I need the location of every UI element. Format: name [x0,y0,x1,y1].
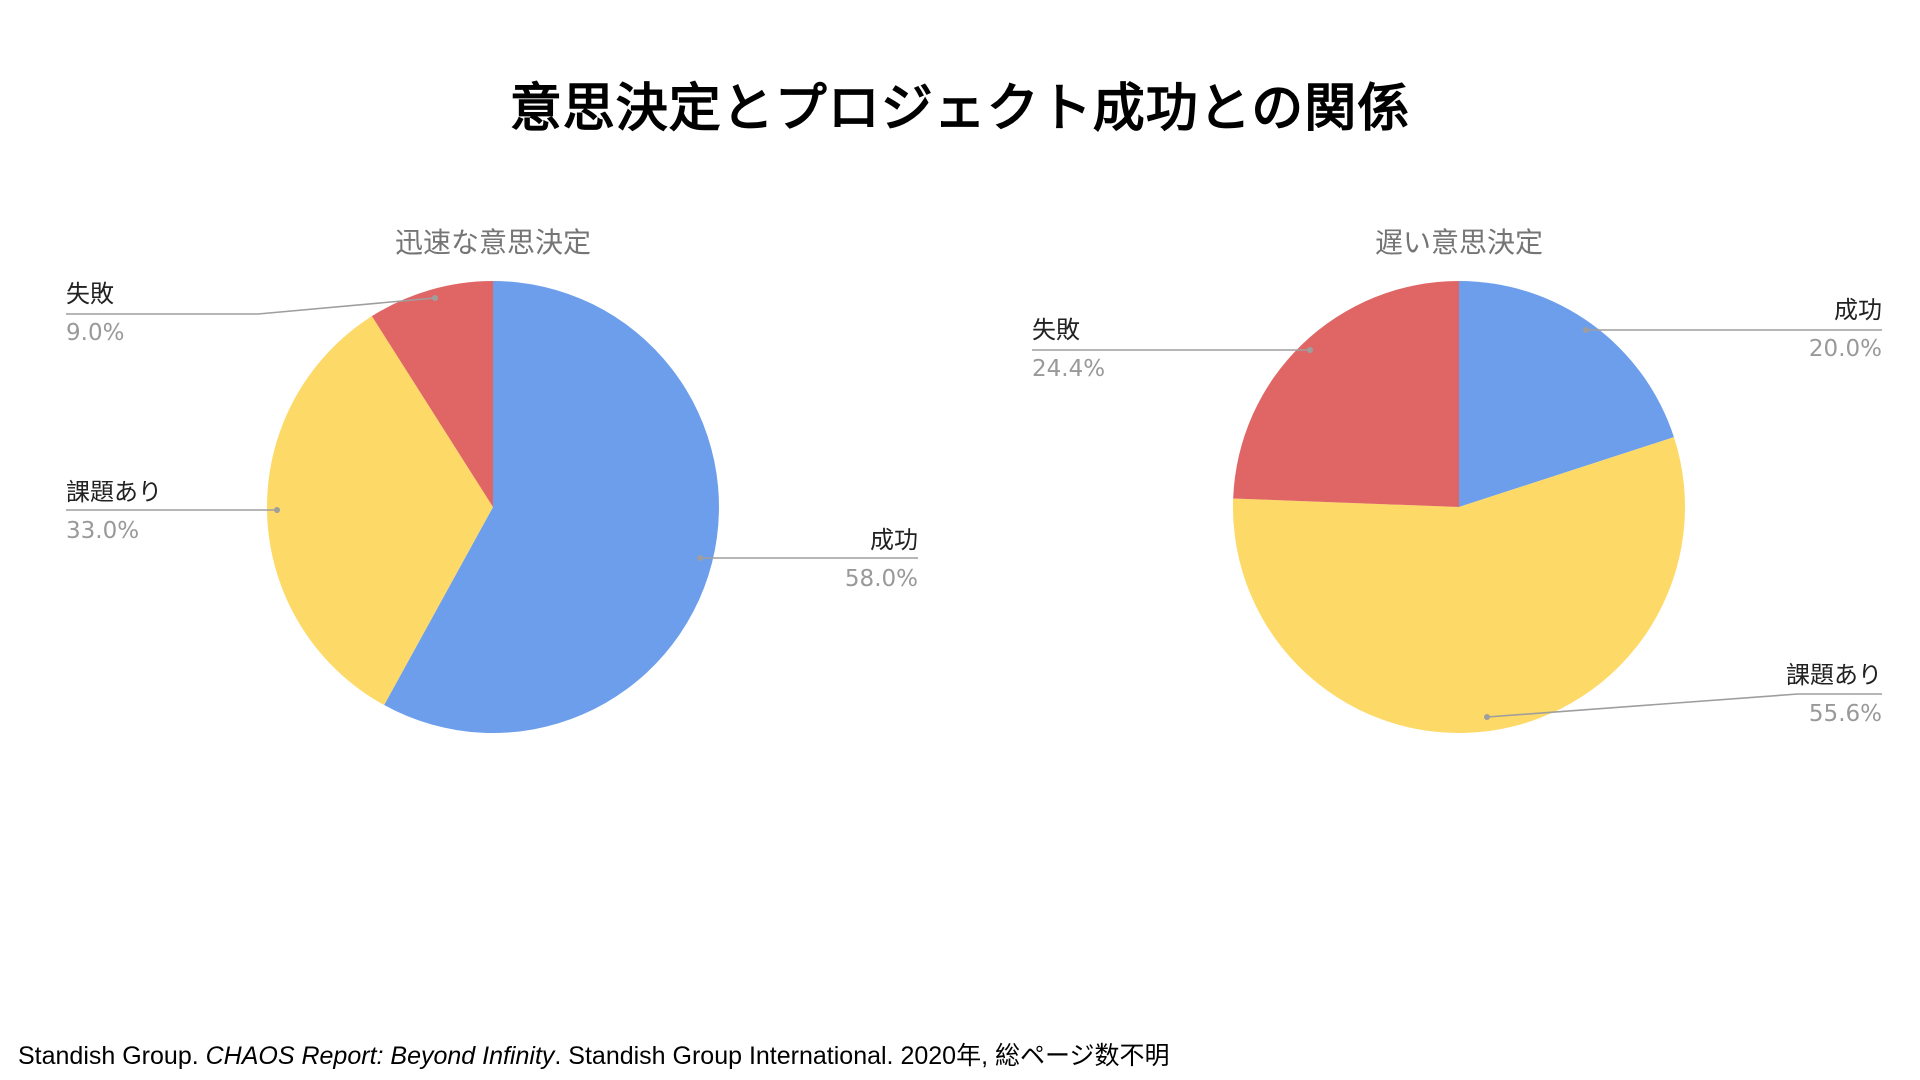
pie-chart-slow-decision: 遅い意思決定 成功 20.0% 課題あり 55.6% 失敗 24.4% [1032,226,1882,733]
chart1-slice-0-leader-dot [1583,327,1589,333]
chart1-slice-2 [1233,281,1459,507]
chart0-slice-2-leader-dot [432,295,438,301]
chart1-slice-0 [1459,281,1674,507]
chart0-slice-1-leader-dot [274,507,280,513]
pie-chart-fast-decision: 迅速な意思決定 成功 58.0% 課題あり 33.0% 失敗 9.0% [66,226,918,733]
chart1-slice-1 [1232,437,1685,733]
chart1-slice-1-label: 課題あり [1786,661,1882,689]
chart1-slice-1-value: 55.6% [1809,701,1882,727]
chart0-slice-2 [371,281,493,507]
chart1-slice-0-value: 20.0% [1809,336,1882,362]
citation: Standish Group. CHAOS Report: Beyond Inf… [18,1036,1169,1072]
chart1-slice-1-leader-line [1486,693,1882,718]
citation-publisher-year: . Standish Group International. 2020年, 総… [554,1042,1170,1070]
chart1-slice-1-leader-dot [1484,714,1490,720]
chart0-slice-2-leader-line [66,297,436,315]
citation-separator: . [191,1042,206,1070]
chart0-slice-0 [384,281,719,733]
chart-title-fast-decision: 迅速な意思決定 [395,226,591,259]
chart0-slice-0-leader-dot [697,555,703,561]
chart1-slice-2-leader-dot [1307,347,1313,353]
citation-author: Standish Group [18,1042,192,1070]
chart0-slice-0-label: 成功 [870,526,918,554]
chart1-slice-0-label: 成功 [1834,296,1882,324]
chart1-slice-2-label: 失敗 [1032,316,1080,344]
chart-title-slow-decision: 遅い意思決定 [1375,226,1543,259]
chart0-slice-1-value: 33.0% [66,518,139,544]
chart0-slice-1 [266,316,493,706]
chart1-slice-2-value: 24.4% [1032,356,1105,382]
chart0-slice-2-label: 失敗 [66,280,114,308]
chart0-slice-0-value: 58.0% [845,566,918,592]
citation-work-title: CHAOS Report: Beyond Infinity [205,1042,555,1070]
page-title: 意思決定とプロジェクト成功との関係 [509,79,1411,139]
chart0-slice-1-label: 課題あり [66,478,162,506]
chart0-slice-2-value: 9.0% [66,320,124,346]
